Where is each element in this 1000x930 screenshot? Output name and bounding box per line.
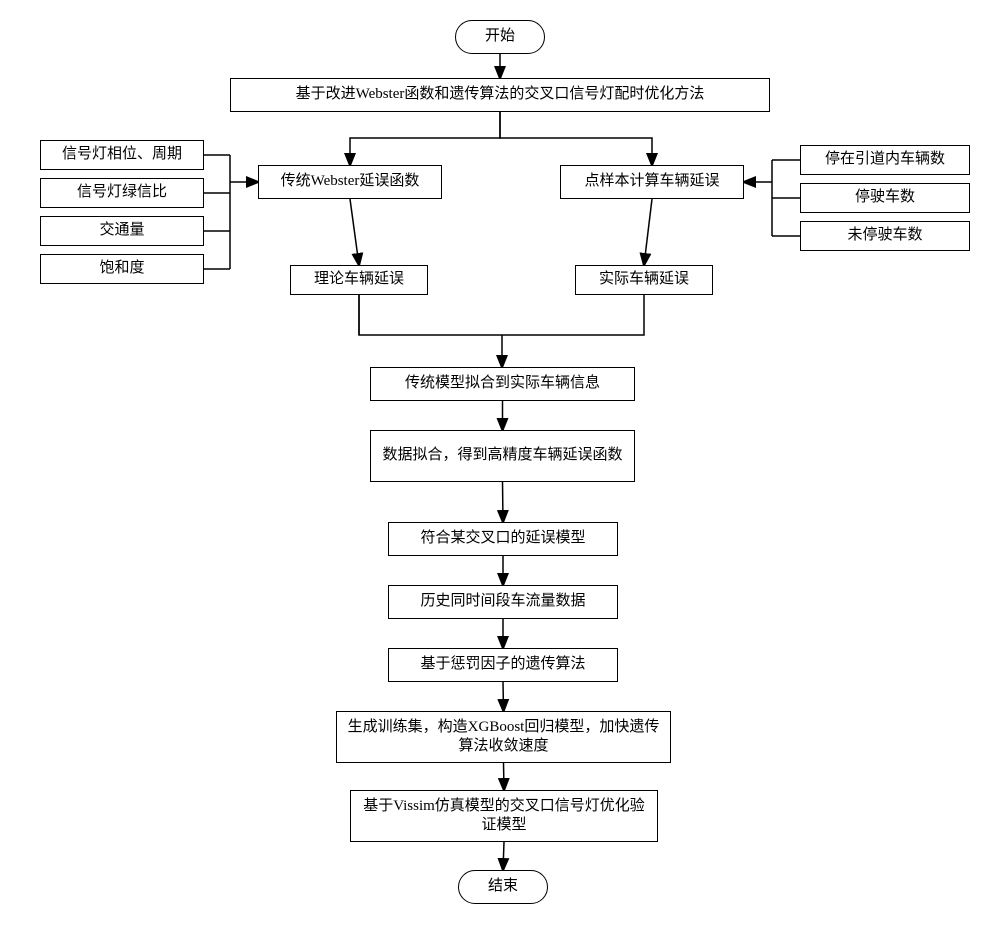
node-right3: 未停驶车数 bbox=[800, 221, 970, 251]
node-label: 传统Webster延误函数 bbox=[281, 172, 420, 192]
node-label: 未停驶车数 bbox=[847, 226, 922, 246]
node-label: 基于改进Webster函数和遗传算法的交叉口信号灯配时优化方法 bbox=[296, 85, 705, 105]
node-left4: 饱和度 bbox=[40, 254, 204, 284]
node-label: 开始 bbox=[485, 27, 515, 47]
node-fit2: 数据拟合，得到高精度车辆延误函数 bbox=[370, 430, 635, 482]
node-label: 交通量 bbox=[99, 221, 144, 241]
node-label: 停在引道内车辆数 bbox=[825, 150, 945, 170]
node-label: 信号灯绿信比 bbox=[77, 183, 167, 203]
node-label: 信号灯相位、周期 bbox=[62, 145, 182, 165]
node-label: 停驶车数 bbox=[855, 188, 915, 208]
node-fit3: 符合某交叉口的延误模型 bbox=[388, 522, 618, 556]
node-label: 实际车辆延误 bbox=[599, 270, 689, 290]
node-left3: 交通量 bbox=[40, 216, 204, 246]
node-label: 饱和度 bbox=[99, 259, 144, 279]
node-label: 点样本计算车辆延误 bbox=[584, 172, 719, 192]
node-left1: 信号灯相位、周期 bbox=[40, 140, 204, 170]
node-sample: 点样本计算车辆延误 bbox=[560, 165, 744, 199]
node-right2: 停驶车数 bbox=[800, 183, 970, 213]
node-fit7: 基于Vissim仿真模型的交叉口信号灯优化验证模型 bbox=[350, 790, 658, 842]
node-end: 结束 bbox=[458, 870, 548, 904]
node-label: 历史同时间段车流量数据 bbox=[420, 592, 585, 612]
node-label: 传统模型拟合到实际车辆信息 bbox=[405, 374, 600, 394]
node-label: 数据拟合，得到高精度车辆延误函数 bbox=[382, 446, 622, 466]
node-webster: 传统Webster延误函数 bbox=[258, 165, 442, 199]
node-right1: 停在引道内车辆数 bbox=[800, 145, 970, 175]
node-start: 开始 bbox=[455, 20, 545, 54]
node-fit1: 传统模型拟合到实际车辆信息 bbox=[370, 367, 635, 401]
node-label: 基于Vissim仿真模型的交叉口信号灯优化验证模型 bbox=[359, 797, 649, 836]
node-fit6: 生成训练集，构造XGBoost回归模型，加快遗传算法收敛速度 bbox=[336, 711, 671, 763]
node-label: 理论车辆延误 bbox=[314, 270, 404, 290]
node-theory: 理论车辆延误 bbox=[290, 265, 428, 295]
node-fit4: 历史同时间段车流量数据 bbox=[388, 585, 618, 619]
node-label: 符合某交叉口的延误模型 bbox=[420, 529, 585, 549]
node-actual: 实际车辆延误 bbox=[575, 265, 713, 295]
node-fit5: 基于惩罚因子的遗传算法 bbox=[388, 648, 618, 682]
node-title: 基于改进Webster函数和遗传算法的交叉口信号灯配时优化方法 bbox=[230, 78, 770, 112]
node-label: 结束 bbox=[488, 877, 518, 897]
node-label: 生成训练集，构造XGBoost回归模型，加快遗传算法收敛速度 bbox=[345, 718, 662, 757]
node-left2: 信号灯绿信比 bbox=[40, 178, 204, 208]
node-label: 基于惩罚因子的遗传算法 bbox=[420, 655, 585, 675]
